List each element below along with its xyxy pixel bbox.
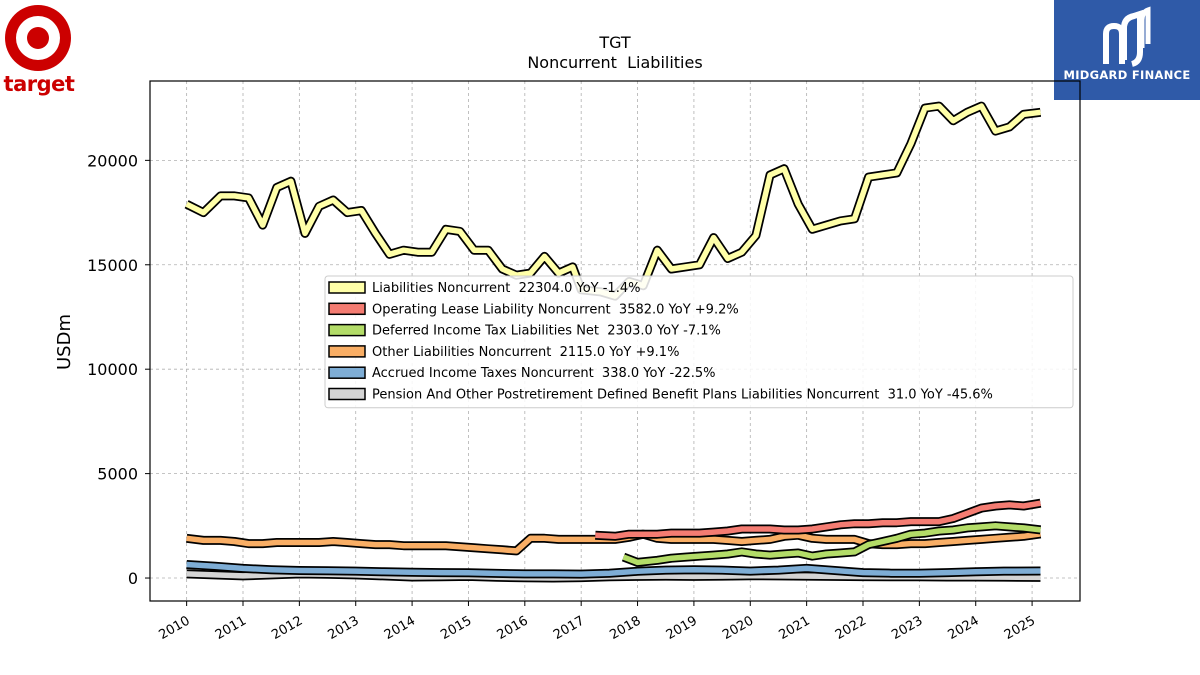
x-tick-label: 2023 [889,613,925,643]
x-tick-label: 2013 [326,613,362,643]
brand-logo: target [0,0,80,105]
partner-logo-icon [1103,6,1151,67]
legend-swatch [328,366,366,379]
x-tick-label: 2022 [833,613,869,643]
y-tick-label: 10000 [87,360,138,379]
series-line [186,560,1041,579]
series-line [184,101,1042,301]
y-tick-label: 5000 [97,465,138,484]
partner-name: MIDGARD FINANCE [1063,68,1191,82]
x-tick-label: 2010 [156,613,192,643]
chart-subtitle: Noncurrent Liabilities [527,53,702,72]
legend-swatch [328,387,366,401]
x-tick-label: 2024 [946,613,982,643]
x-tick-label: 2020 [720,613,756,643]
x-tick-label: 2016 [495,613,531,643]
legend-box [324,275,1074,409]
x-tick-label: 2014 [382,613,418,643]
series-stroke [185,103,1041,299]
legend-swatch [328,345,366,358]
legend-label: Liabilities Noncurrent 22304.0 YoY -1.4% [372,281,640,296]
legend-label: Other Liabilities Noncurrent 2115.0 YoY … [372,345,679,360]
chart-title: TGT [598,33,631,52]
x-tick-label: 2025 [1002,613,1038,643]
legend-swatch [328,302,366,316]
legend-label: Operating Lease Liability Noncurrent 358… [372,302,739,317]
y-tick-label: 15000 [87,256,138,275]
series-stroke [595,500,1041,540]
legend-swatch [328,323,366,337]
x-tick-label: 2015 [438,613,474,643]
x-tick-label: 2017 [551,613,587,643]
x-tick-label: 2018 [607,613,643,643]
x-tick-label: 2012 [269,613,305,643]
x-tick-label: 2019 [664,613,700,643]
series-stroke [622,523,1041,566]
legend: Liabilities Noncurrent 22304.0 YoY -1.4%… [324,275,1074,409]
y-tick-label: 20000 [87,151,138,170]
series-stroke [186,561,1041,577]
series-line [595,498,1042,541]
series-line [621,521,1042,567]
legend-label: Accrued Income Taxes Noncurrent 338.0 Yo… [372,366,716,381]
x-tick-label: 2011 [213,613,249,643]
y-axis-label: USDm [54,314,75,370]
brand-name: target [3,72,75,96]
x-tick-label: 2021 [776,613,812,643]
partner-badge: MIDGARD FINANCE [1054,0,1200,100]
y-tick-label: 0 [128,569,138,588]
legend-swatch [328,281,366,294]
legend-label: Deferred Income Tax Liabilities Net 2303… [372,324,721,339]
legend-label: Pension And Other Postretirement Defined… [372,388,993,403]
target-bullseye-icon [5,5,71,71]
plot-frame [149,80,1081,602]
series-layer [184,101,1042,583]
